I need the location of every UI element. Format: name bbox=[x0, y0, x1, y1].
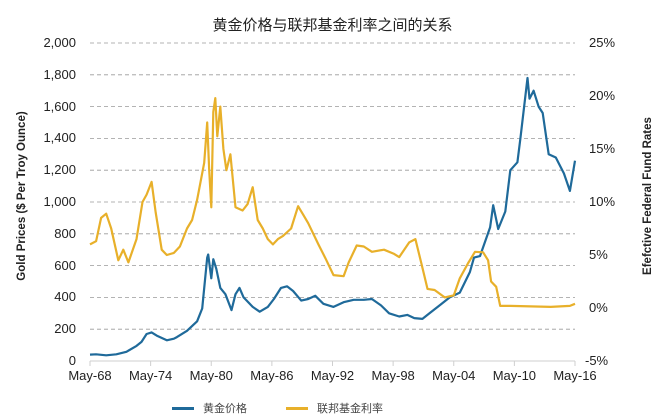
y-left-tick-label: 1,200 bbox=[43, 162, 76, 178]
y-right-tick-label: 15% bbox=[589, 141, 616, 156]
x-tick-marks bbox=[89, 361, 576, 366]
legend-label-rate: 联邦基金利率 bbox=[317, 402, 383, 415]
x-tick-label: May-98 bbox=[371, 368, 415, 383]
legend-swatch-rate bbox=[286, 406, 308, 410]
y-left-tick-label: 1,000 bbox=[43, 194, 76, 209]
x-tick-label: May-74 bbox=[128, 368, 173, 383]
gold-price-line bbox=[89, 76, 577, 357]
y-left-tick-label: 0 bbox=[68, 353, 76, 368]
x-tick-label: May-86 bbox=[250, 368, 294, 383]
x-tick-label: May-68 bbox=[68, 368, 112, 383]
y-axis-right-label: Efefctive Federal Fund Rates bbox=[642, 117, 654, 275]
x-tick-label: May-80 bbox=[189, 368, 233, 383]
legend-item-rate: 联邦基金利率 bbox=[286, 400, 383, 416]
y-axis-left-label: Gold Prices ($ Per Troy Ounce) bbox=[16, 111, 28, 281]
y-right-tick-label: 0% bbox=[589, 300, 608, 315]
y-left-tick-label: 600 bbox=[54, 257, 76, 273]
y-right-tick-label: 5% bbox=[589, 247, 608, 262]
x-tick-label: May-16 bbox=[553, 368, 597, 383]
y-right-tick-label: -5% bbox=[585, 353, 609, 368]
legend-label-gold: 黄金价格 bbox=[203, 402, 247, 415]
y-right-tick-label: 10% bbox=[589, 194, 616, 209]
y-right-tick-label: 20% bbox=[589, 88, 616, 103]
legend: 黄金价格 联邦基金利率 bbox=[0, 400, 665, 418]
y-left-tick-label: 2,000 bbox=[43, 35, 76, 50]
y-left-tick-label: 1,400 bbox=[43, 130, 76, 146]
gridlines bbox=[90, 42, 575, 330]
chart-title: 黄金价格与联邦基金利率之间的关系 bbox=[212, 16, 453, 34]
fed-rate-line bbox=[89, 96, 576, 308]
y-left-tick-label: 1,800 bbox=[43, 66, 76, 82]
y-right-tick-label: 25% bbox=[589, 35, 616, 50]
y-left-tick-label: 1,600 bbox=[43, 98, 76, 114]
x-tick-label: May-92 bbox=[310, 368, 355, 383]
y-left-tick-label: 200 bbox=[54, 321, 76, 337]
x-tick-label: May-10 bbox=[492, 368, 537, 383]
y-left-tick-label: 400 bbox=[54, 289, 76, 305]
y-left-tick-label: 800 bbox=[54, 225, 76, 241]
legend-item-gold: 黄金价格 bbox=[172, 400, 247, 416]
legend-swatch-gold bbox=[172, 406, 194, 410]
x-tick-label: May-04 bbox=[432, 368, 476, 383]
